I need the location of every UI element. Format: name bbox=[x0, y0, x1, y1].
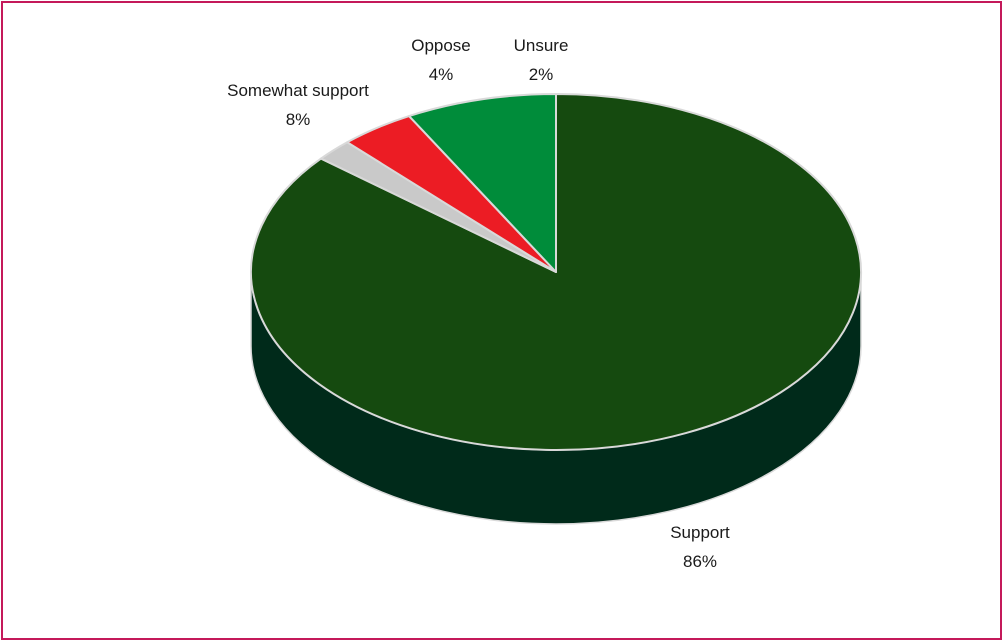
slice-label-support: Support bbox=[670, 523, 730, 542]
pie-labels: Support 86% Unsure 2% Oppose 4% Somewhat suppo… bbox=[227, 36, 730, 571]
slice-label-oppose: Oppose bbox=[411, 36, 471, 55]
slice-value-support: 86% bbox=[683, 552, 717, 571]
pie-chart: Support 86% Unsure 2% Oppose 4% Somewhat suppo… bbox=[227, 36, 862, 571]
slice-value-unsure: 2% bbox=[529, 65, 554, 84]
slice-value-oppose: 4% bbox=[429, 65, 454, 84]
pie-slice-somewhat-support bbox=[408, 93, 557, 273]
slice-label-unsure: Unsure bbox=[514, 36, 569, 55]
slice-value-somewhat-support: 8% bbox=[286, 110, 311, 129]
pie-slices bbox=[250, 93, 862, 451]
slice-label-somewhat-support: Somewhat support bbox=[227, 81, 369, 100]
